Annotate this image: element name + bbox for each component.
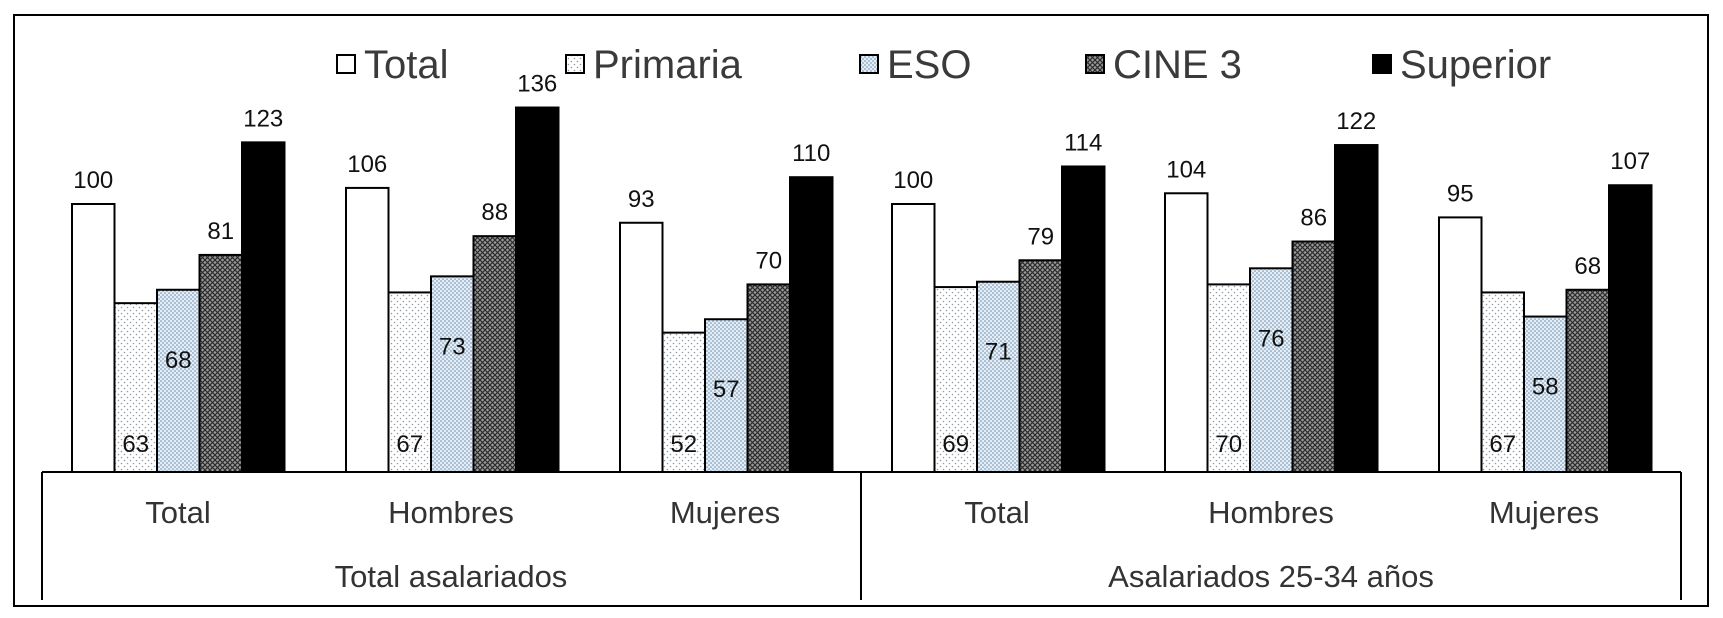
data-label-g0-c0-s1: 63 <box>122 431 149 458</box>
bar-g1-c2-s1 <box>1480 291 1525 473</box>
legend-swatch-1 <box>565 54 585 74</box>
legend-swatch-3 <box>1085 54 1105 74</box>
data-label-g0-c1-s3: 88 <box>481 199 508 226</box>
bar-g1-c1-s0 <box>1164 192 1209 473</box>
bar-g0-c0-s3 <box>198 253 243 473</box>
category-label-g1-c2: Mujeres <box>1489 495 1599 530</box>
legend-label-3: CINE 3 <box>1113 43 1242 87</box>
bar-g0-c1-s2 <box>430 275 475 473</box>
data-label-g1-c2-s3: 68 <box>1574 253 1601 280</box>
bar-g1-c0-s3 <box>1018 259 1063 473</box>
legend-swatch-0 <box>336 54 356 74</box>
category-label-g1-c1: Hombres <box>1208 495 1334 530</box>
bar-g1-c1-s3 <box>1291 240 1336 473</box>
bar-g0-c0-s4 <box>241 141 286 474</box>
bar-g1-c1-s4 <box>1334 144 1379 473</box>
chart-border <box>13 14 1709 607</box>
bar-g0-c2-s4 <box>789 176 834 473</box>
data-label-g0-c1-s0: 106 <box>347 151 387 178</box>
data-label-g0-c2-s1: 52 <box>670 431 697 458</box>
legend-swatch-2 <box>859 54 879 74</box>
bar-g1-c1-s2 <box>1249 267 1294 473</box>
bar-g0-c1-s3 <box>472 235 517 473</box>
legend: Total Primaria ESO CINE 3 Superior <box>336 43 1551 87</box>
bar-g0-c0-s2 <box>156 288 201 474</box>
bar-g1-c2-s2 <box>1523 315 1568 473</box>
bar-g1-c0-s4 <box>1061 165 1106 473</box>
bar-g0-c1-s0 <box>345 186 390 473</box>
data-label-g1-c1-s2: 76 <box>1258 325 1285 352</box>
data-label-g0-c2-s0: 93 <box>628 186 655 213</box>
group-label-1: Asalariados 25-34 años <box>1108 559 1434 594</box>
data-label-g1-c2-s0: 95 <box>1447 180 1474 207</box>
legend-label-2: ESO <box>887 43 971 87</box>
data-label-g1-c0-s3: 79 <box>1027 223 1054 250</box>
data-label-g1-c0-s0: 100 <box>893 167 933 194</box>
bar-g0-c2-s2 <box>704 318 749 473</box>
legend-swatch-4 <box>1372 54 1392 74</box>
data-label-g1-c0-s1: 69 <box>942 431 969 458</box>
data-label-g1-c1-s4: 122 <box>1336 108 1376 135</box>
data-label-g0-c2-s4: 110 <box>792 140 830 167</box>
bar-g0-c1-s1 <box>387 291 432 473</box>
bars: 100 63 68 81 123 106 67 73 88 136 93 52 57 70 110 100 69… <box>71 71 1653 474</box>
data-label-g0-c0-s3: 81 <box>207 218 234 245</box>
data-label-g1-c0-s2: 71 <box>985 339 1012 366</box>
bar-g1-c2-s0 <box>1438 216 1483 473</box>
data-label-g1-c1-s0: 104 <box>1166 156 1206 183</box>
data-label-g0-c1-s2: 73 <box>439 333 466 360</box>
data-label-g0-c1-s1: 67 <box>396 431 423 458</box>
data-label-g0-c0-s0: 100 <box>73 167 113 194</box>
bar-g0-c2-s1 <box>661 331 706 474</box>
bar-g1-c2-s3 <box>1565 288 1610 474</box>
group-label-0: Total asalariados <box>335 559 568 594</box>
data-label-g1-c2-s4: 107 <box>1610 148 1650 175</box>
bar-g1-c1-s1 <box>1206 283 1251 473</box>
data-label-g0-c0-s2: 68 <box>165 347 192 374</box>
legend-label-1: Primaria <box>593 43 743 87</box>
bar-g0-c2-s3 <box>746 283 791 473</box>
data-label-g1-c2-s1: 67 <box>1489 431 1516 458</box>
category-label-g0-c2: Mujeres <box>670 495 780 530</box>
bar-g0-c1-s4 <box>515 106 560 474</box>
bar-g0-c0-s0 <box>71 203 116 473</box>
legend-label-0: Total <box>364 43 449 87</box>
data-label-g1-c2-s2: 58 <box>1532 374 1559 401</box>
data-label-g1-c1-s1: 70 <box>1215 431 1242 458</box>
category-axis: Total Hombres Mujeres Total Hombres Mujeres To… <box>41 471 1682 600</box>
bar-g1-c0-s0 <box>891 203 936 473</box>
data-label-g0-c2-s3: 70 <box>755 247 782 274</box>
data-label-g1-c0-s4: 114 <box>1064 129 1102 156</box>
bar-g1-c0-s2 <box>976 280 1021 473</box>
data-label-g0-c1-s4: 136 <box>517 71 557 98</box>
category-label-g0-c1: Hombres <box>388 495 514 530</box>
legend-label-4: Superior <box>1400 43 1551 87</box>
category-label-g0-c0: Total <box>145 495 210 530</box>
category-label-g1-c0: Total <box>964 495 1029 530</box>
bar-g0-c2-s0 <box>619 221 664 473</box>
data-label-g0-c2-s2: 57 <box>713 376 740 403</box>
data-label-g0-c0-s4: 123 <box>243 105 283 132</box>
data-label-g1-c1-s3: 86 <box>1300 205 1327 232</box>
bar-g1-c2-s4 <box>1608 184 1653 474</box>
